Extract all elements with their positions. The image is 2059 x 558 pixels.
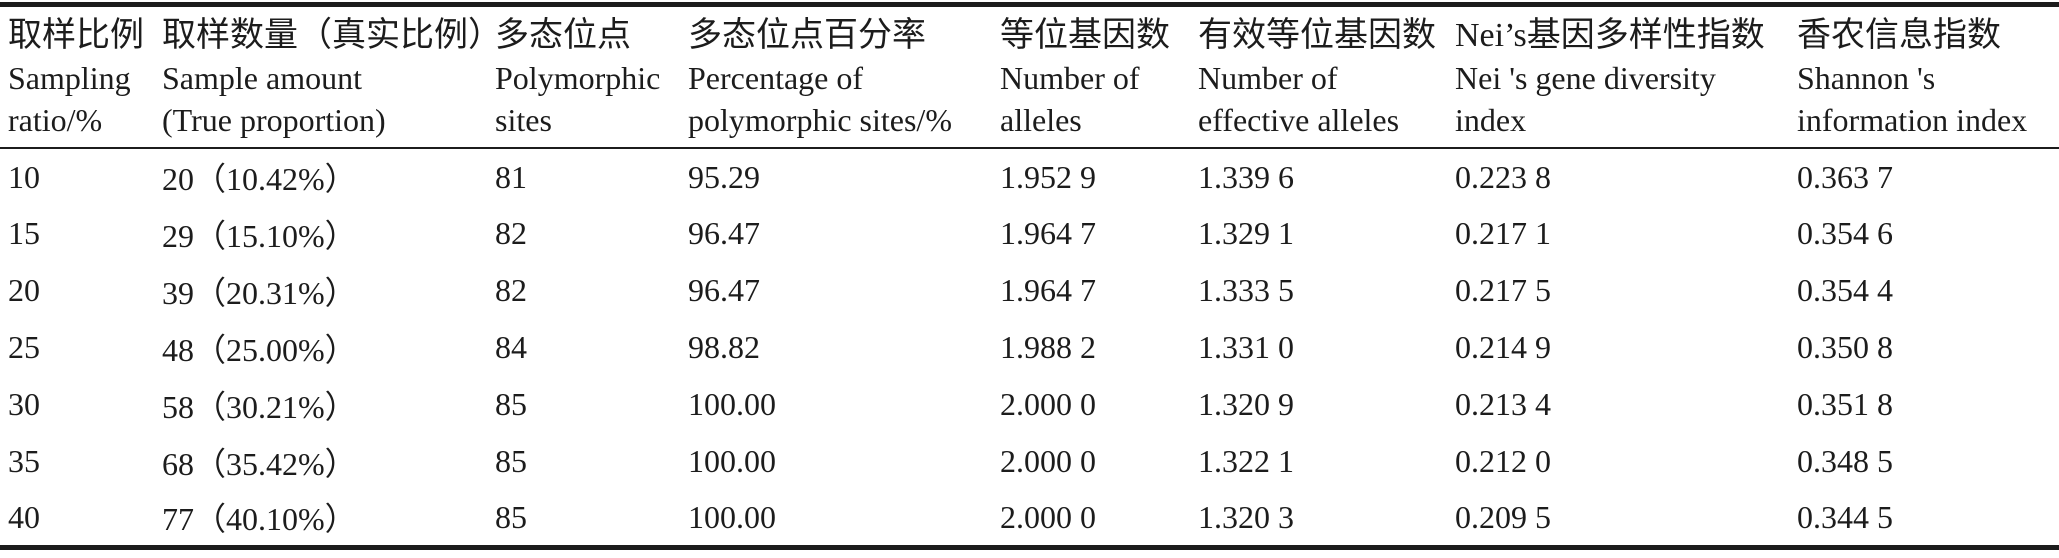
cell-sample-amount: 68（35.42%）	[162, 445, 357, 482]
cell-number-of-alleles: 1.964 7	[1000, 272, 1096, 308]
cell-sampling-ratio: 20	[8, 272, 40, 308]
header-label-en: Shannon 's	[1797, 60, 1936, 96]
header-label-en: ratio/%	[8, 102, 103, 138]
cell-nei-gene-diversity-index: 0.212 0	[1455, 443, 1551, 479]
table-row: 30 58（30.21%） 85 100.00 2.000 0 1.320 9 0.213 …	[0, 376, 2059, 433]
cell-polymorphic-sites: 85	[495, 498, 527, 535]
table-row: 25 48（25.00%） 84 98.82 1.988 2 1.331 0 0.214 9…	[0, 319, 2059, 376]
cell-sample-amount: 20（10.42%）	[162, 161, 357, 197]
cell-number-of-effective-alleles: 1.329 1	[1198, 215, 1294, 251]
cell-sampling-ratio: 25	[8, 329, 40, 365]
cell-percentage-polymorphic-sites: 100.00	[688, 443, 776, 479]
header-label-en: Percentage of	[688, 60, 864, 96]
cell-polymorphic-sites: 85	[495, 443, 527, 479]
header-label-en: sites	[495, 102, 552, 138]
header-label-en: information index	[1797, 102, 2028, 138]
header-label-zh: 取样比例	[8, 17, 144, 54]
cell-number-of-effective-alleles: 1.339 6	[1198, 158, 1294, 195]
header-label-zh: 多态位点	[495, 17, 631, 54]
column-header-shannon-information-index: 香农信息指数 Shannon 's information index	[1797, 4, 2059, 149]
cell-sampling-ratio: 40	[8, 498, 40, 535]
cell-shannon-information-index: 0.348 5	[1797, 443, 1893, 479]
header-label-en: Polymorphic	[495, 60, 661, 96]
cell-polymorphic-sites: 82	[495, 215, 527, 251]
cell-polymorphic-sites: 85	[495, 386, 527, 422]
cell-nei-gene-diversity-index: 0.223 8	[1455, 158, 1551, 195]
table-row: 20 39（20.31%） 82 96.47 1.964 7 1.333 5 0.217 5…	[0, 262, 2059, 319]
header-label-zh: 有效等位基因数	[1198, 17, 1436, 54]
cell-nei-gene-diversity-index: 0.213 4	[1455, 386, 1551, 422]
header-row: 取样比例 Sampling ratio/% 取样数量（真实比例） Sample amou…	[0, 4, 2059, 149]
column-header-sample-amount: 取样数量（真实比例） Sample amount (True proportion)	[162, 4, 502, 149]
cell-number-of-effective-alleles: 1.333 5	[1198, 272, 1294, 308]
table-row: 15 29（15.10%） 82 96.47 1.964 7 1.329 1 0.217 1…	[0, 205, 2059, 262]
cell-number-of-effective-alleles: 1.320 3	[1198, 498, 1294, 535]
header-label-en: Number of	[1000, 60, 1140, 96]
table-body: 10 20（10.42%） 81 95.29 1.952 9 1.339 6 0.223 8…	[0, 148, 2059, 547]
cell-shannon-information-index: 0.363 7	[1797, 158, 1893, 195]
cell-number-of-alleles: 1.952 9	[1000, 158, 1096, 195]
column-header-sampling-ratio: 取样比例 Sampling ratio/%	[0, 4, 162, 149]
header-label-en: effective alleles	[1198, 102, 1400, 138]
cell-polymorphic-sites: 84	[495, 329, 527, 365]
header-label-zh: 香农信息指数	[1797, 17, 2001, 54]
header-label-en: Nei 's gene diversity	[1455, 60, 1716, 96]
cell-number-of-alleles: 2.000 0	[1000, 386, 1096, 422]
cell-number-of-alleles: 1.964 7	[1000, 215, 1096, 251]
cell-sample-amount: 48（25.00%）	[162, 331, 357, 368]
cell-number-of-alleles: 1.988 2	[1000, 329, 1096, 365]
header-label-zh: 取样数量（真实比例）	[162, 17, 502, 54]
cell-sampling-ratio: 35	[8, 443, 40, 479]
cell-nei-gene-diversity-index: 0.209 5	[1455, 498, 1551, 535]
header-label-zh: Nei’s基因多样性指数	[1455, 17, 1765, 54]
cell-number-of-effective-alleles: 1.322 1	[1198, 443, 1294, 479]
header-label-en: (True proportion)	[162, 102, 386, 138]
header-label-zh: 等位基因数	[1000, 17, 1170, 54]
cell-sample-amount: 77（40.10%）	[162, 501, 357, 538]
cell-sample-amount: 29（15.10%）	[162, 217, 357, 254]
column-header-number-of-alleles: 等位基因数 Number of alleles	[1000, 4, 1198, 149]
header-label-en: Sampling	[8, 60, 131, 96]
cell-percentage-polymorphic-sites: 96.47	[688, 215, 760, 251]
cell-nei-gene-diversity-index: 0.217 5	[1455, 272, 1551, 308]
column-header-number-of-effective-alleles: 有效等位基因数 Number of effective alleles	[1198, 4, 1455, 149]
cell-shannon-information-index: 0.344 5	[1797, 498, 1893, 535]
cell-shannon-information-index: 0.351 8	[1797, 386, 1893, 422]
cell-percentage-polymorphic-sites: 95.29	[688, 158, 760, 195]
cell-sample-amount: 58（30.21%）	[162, 388, 357, 425]
cell-shannon-information-index: 0.354 4	[1797, 272, 1893, 308]
cell-nei-gene-diversity-index: 0.214 9	[1455, 329, 1551, 365]
cell-number-of-effective-alleles: 1.331 0	[1198, 329, 1294, 365]
cell-number-of-alleles: 2.000 0	[1000, 498, 1096, 535]
column-header-percentage-polymorphic-sites: 多态位点百分率 Percentage of polymorphic sites/%	[688, 4, 1000, 149]
header-label-en: alleles	[1000, 102, 1082, 138]
header-label-en: index	[1455, 102, 1527, 138]
cell-percentage-polymorphic-sites: 98.82	[688, 329, 760, 365]
cell-sampling-ratio: 10	[8, 158, 40, 195]
cell-polymorphic-sites: 81	[495, 158, 527, 195]
cell-shannon-information-index: 0.350 8	[1797, 329, 1893, 365]
cell-percentage-polymorphic-sites: 100.00	[688, 498, 776, 535]
cell-sampling-ratio: 30	[8, 386, 40, 422]
cell-nei-gene-diversity-index: 0.217 1	[1455, 215, 1551, 251]
table-row: 40 77（40.10%） 85 100.00 2.000 0 1.320 3 0.209 …	[0, 490, 2059, 547]
header-label-en: polymorphic sites/%	[688, 102, 952, 138]
cell-sample-amount: 39（20.31%）	[162, 274, 357, 311]
cell-polymorphic-sites: 82	[495, 272, 527, 308]
cell-number-of-effective-alleles: 1.320 9	[1198, 386, 1294, 422]
cell-sampling-ratio: 15	[8, 215, 40, 251]
cell-shannon-information-index: 0.354 6	[1797, 215, 1893, 251]
table-row: 10 20（10.42%） 81 95.29 1.952 9 1.339 6 0.223 8…	[0, 148, 2059, 205]
table-row: 35 68（35.42%） 85 100.00 2.000 0 1.322 1 0.212 …	[0, 433, 2059, 490]
header-label-en: Sample amount	[162, 60, 362, 96]
column-header-nei-gene-diversity-index: Nei’s基因多样性指数 Nei 's gene diversity index	[1455, 4, 1797, 149]
column-header-polymorphic-sites: 多态位点 Polymorphic sites	[495, 4, 688, 149]
cell-percentage-polymorphic-sites: 100.00	[688, 386, 776, 422]
header-label-en: Number of	[1198, 60, 1338, 96]
cell-percentage-polymorphic-sites: 96.47	[688, 272, 760, 308]
header-label-zh: 多态位点百分率	[688, 17, 926, 54]
cell-number-of-alleles: 2.000 0	[1000, 443, 1096, 479]
